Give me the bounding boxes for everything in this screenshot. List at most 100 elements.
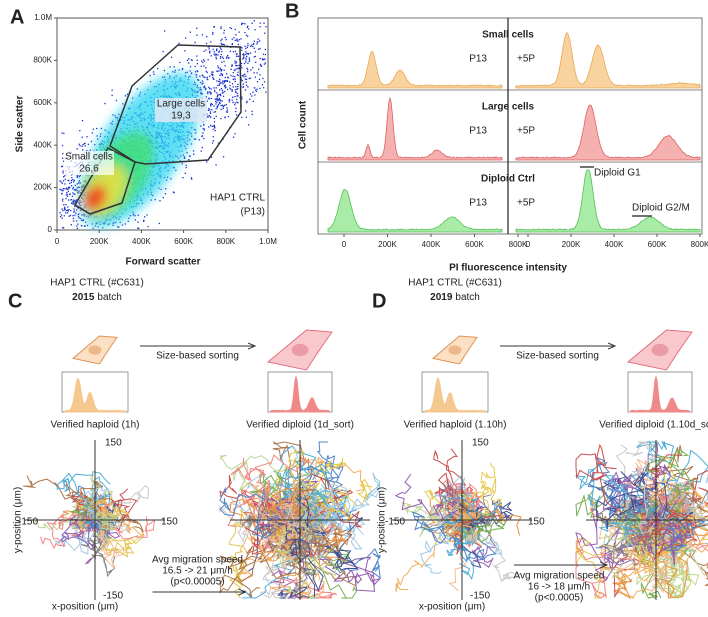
dot bbox=[96, 127, 98, 130]
dot bbox=[86, 136, 88, 138]
dot bbox=[119, 221, 121, 223]
dot bbox=[67, 206, 69, 208]
dot bbox=[206, 91, 209, 93]
dot bbox=[208, 48, 210, 50]
dot bbox=[220, 73, 222, 75]
dot bbox=[205, 49, 207, 51]
dot bbox=[179, 61, 181, 64]
dot bbox=[196, 63, 199, 65]
dot bbox=[66, 187, 68, 189]
tracks bbox=[23, 470, 156, 578]
track bbox=[56, 470, 111, 521]
dot bbox=[223, 85, 226, 87]
dot bbox=[217, 67, 219, 69]
dot bbox=[221, 89, 224, 91]
dot bbox=[237, 55, 239, 57]
axis-tick-label: -150 bbox=[103, 591, 123, 602]
sample-passage: (P13) bbox=[241, 207, 265, 218]
dot bbox=[219, 68, 222, 70]
dot bbox=[247, 35, 249, 37]
dot bbox=[203, 50, 205, 52]
dot bbox=[137, 227, 139, 229]
dot bbox=[234, 80, 236, 83]
track bbox=[219, 519, 315, 598]
dot bbox=[234, 91, 237, 93]
y-tick-label: 600K bbox=[33, 98, 52, 107]
dot bbox=[61, 157, 64, 159]
dot bbox=[181, 68, 184, 71]
dot bbox=[184, 72, 187, 74]
dot bbox=[181, 163, 183, 165]
dot bbox=[230, 88, 232, 90]
dot bbox=[205, 70, 207, 72]
dot bbox=[235, 64, 237, 66]
track bbox=[80, 481, 109, 522]
dot bbox=[229, 84, 231, 87]
dot bbox=[76, 187, 78, 189]
dot bbox=[211, 125, 213, 127]
dot bbox=[215, 87, 217, 89]
dot bbox=[182, 177, 184, 179]
dot bbox=[242, 83, 244, 85]
dot bbox=[206, 71, 208, 74]
track bbox=[636, 510, 698, 557]
dot bbox=[72, 201, 75, 203]
dot bbox=[213, 87, 215, 89]
dot bbox=[62, 200, 64, 202]
dot bbox=[234, 50, 237, 53]
dot bbox=[238, 64, 240, 67]
histogram bbox=[327, 50, 503, 89]
dot bbox=[210, 103, 212, 106]
track bbox=[394, 473, 463, 522]
dot bbox=[154, 198, 156, 201]
dot bbox=[63, 132, 65, 135]
dot bbox=[70, 210, 72, 212]
dot bbox=[247, 69, 249, 71]
dot bbox=[59, 180, 61, 182]
x-tick-label: 800K bbox=[691, 240, 708, 249]
dot bbox=[226, 109, 229, 111]
dot bbox=[250, 45, 252, 48]
dot bbox=[214, 130, 216, 132]
track bbox=[230, 454, 314, 521]
dot bbox=[64, 188, 66, 190]
dot bbox=[75, 212, 77, 214]
dot bbox=[235, 61, 238, 63]
histogram bbox=[515, 31, 701, 89]
dot bbox=[76, 199, 78, 201]
dot bbox=[69, 182, 71, 185]
dot bbox=[78, 186, 80, 189]
panel-label: B bbox=[285, 0, 299, 22]
dot bbox=[64, 209, 66, 211]
dot bbox=[231, 43, 233, 45]
track bbox=[644, 500, 692, 566]
dot bbox=[160, 188, 162, 191]
dot bbox=[231, 83, 234, 85]
dot bbox=[133, 213, 135, 215]
dot bbox=[81, 145, 83, 147]
dot bbox=[210, 41, 212, 43]
dot bbox=[216, 99, 218, 101]
dot bbox=[219, 83, 221, 85]
track bbox=[616, 519, 668, 599]
dot bbox=[152, 71, 155, 73]
dot bbox=[252, 45, 254, 48]
dot bbox=[247, 62, 249, 64]
dot bbox=[247, 28, 250, 30]
dot bbox=[100, 127, 102, 130]
dot bbox=[213, 26, 215, 28]
dot bbox=[241, 98, 243, 100]
dot bbox=[229, 81, 231, 83]
dot bbox=[212, 48, 214, 51]
track bbox=[94, 484, 150, 532]
track bbox=[625, 441, 659, 535]
dot bbox=[66, 195, 69, 198]
dot bbox=[211, 109, 213, 111]
panel-label: C bbox=[8, 290, 22, 312]
dot bbox=[226, 88, 229, 91]
dot bbox=[202, 82, 204, 84]
dot bbox=[194, 129, 197, 131]
dot bbox=[215, 49, 218, 52]
track bbox=[603, 515, 672, 586]
dot bbox=[190, 143, 193, 145]
